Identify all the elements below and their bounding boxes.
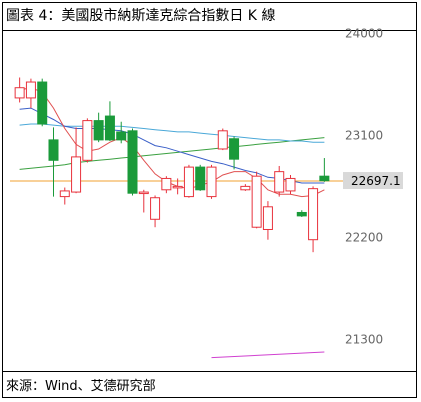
candle-body [25, 81, 36, 99]
candle-body [206, 166, 217, 198]
candle-body [59, 190, 70, 198]
chart-frame [2, 2, 417, 398]
ma-green-line [19, 137, 325, 170]
ma-blue-line [19, 107, 325, 184]
ma-red-line [19, 87, 325, 198]
source-divider [2, 371, 417, 372]
ma-cyan-line [19, 123, 325, 143]
y-tick-label-3: 21300 [345, 333, 383, 347]
candle-body [308, 188, 319, 241]
candle-body [14, 87, 25, 99]
candle-body [251, 175, 262, 228]
candle-body [240, 185, 251, 191]
chart-title: 圖表 4：美國股市納斯達克綜合指數日 K 線 [6, 8, 276, 24]
candle-body [183, 166, 194, 198]
candle-body [195, 166, 206, 191]
candle-body [285, 177, 296, 192]
candle-body [104, 115, 115, 141]
candle-body [161, 177, 172, 191]
candle-body [138, 191, 149, 195]
candle-body [48, 139, 59, 161]
candle-body [217, 130, 228, 150]
candle-body [172, 185, 183, 189]
candle-body [296, 211, 307, 217]
candle-body [127, 130, 138, 194]
candle-body [71, 156, 82, 193]
candle-body [150, 197, 161, 220]
candle-body [262, 206, 273, 230]
last-value-box [343, 172, 403, 190]
candle-body [274, 171, 285, 193]
y-tick-label-2: 22200 [345, 230, 383, 244]
y-tick-label-0: 24000 [345, 26, 383, 40]
ma-magenta-line [211, 351, 325, 359]
candle-body [93, 120, 104, 141]
candle-body [37, 81, 48, 125]
candle-body [229, 138, 240, 160]
title-divider [2, 30, 417, 31]
last-value-label: 22697.1 [351, 174, 401, 188]
candle-body [319, 175, 330, 182]
y-tick-label-1: 23100 [345, 128, 383, 142]
source-note: 來源：Wind、艾德研究部 [6, 379, 156, 394]
candle-body [82, 120, 93, 161]
candle-body [116, 131, 127, 141]
